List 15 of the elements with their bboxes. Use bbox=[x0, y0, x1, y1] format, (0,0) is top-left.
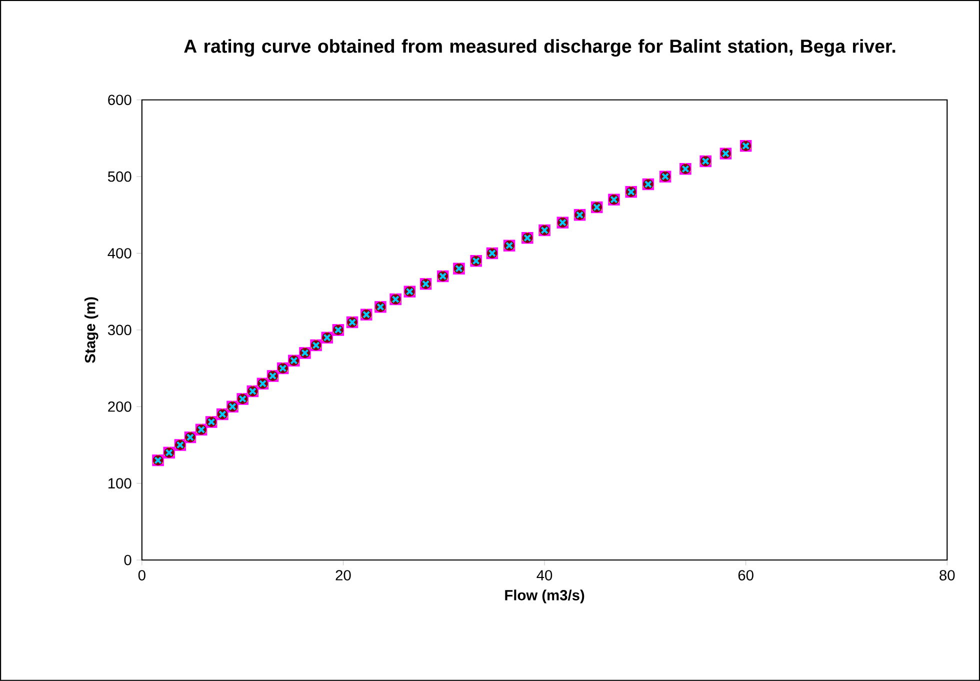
chart-title: A rating curve obtained from measured discharge for Balint station, Bega river. bbox=[184, 39, 896, 57]
x-tick-label: 0 bbox=[138, 570, 146, 580]
x-tick-label: 20 bbox=[336, 570, 351, 580]
y-axis-title: Stage (m) bbox=[84, 297, 98, 363]
x-axis-title: Flow (m3/s) bbox=[505, 590, 584, 604]
y-tick-label: 400 bbox=[108, 248, 132, 258]
y-tick-label: 0 bbox=[124, 554, 132, 566]
y-tick-label: 200 bbox=[108, 402, 132, 412]
y-tick-label: 600 bbox=[108, 94, 132, 106]
y-tick-label: 100 bbox=[108, 478, 132, 489]
y-tick-label: 300 bbox=[108, 324, 132, 336]
x-tick-label: 40 bbox=[536, 570, 552, 580]
y-tick-label: 500 bbox=[108, 171, 132, 182]
x-tick-label: 60 bbox=[738, 570, 754, 580]
x-tick-label: 80 bbox=[940, 570, 955, 580]
